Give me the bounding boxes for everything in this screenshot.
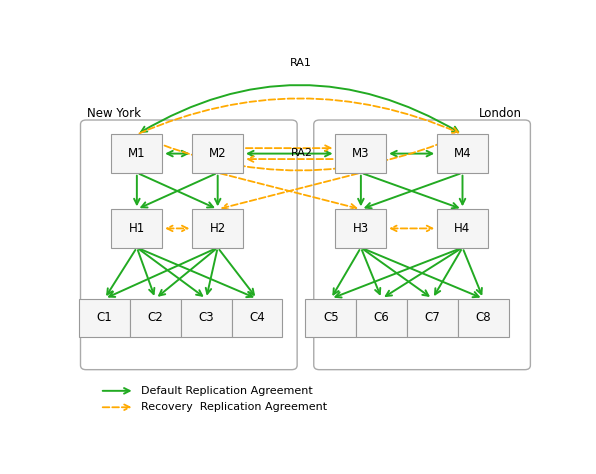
Text: C4: C4: [249, 311, 265, 324]
Text: C3: C3: [198, 311, 214, 324]
FancyBboxPatch shape: [111, 209, 162, 247]
Text: C5: C5: [323, 311, 339, 324]
Text: C7: C7: [424, 311, 440, 324]
Text: H4: H4: [454, 222, 471, 235]
Text: M1: M1: [128, 147, 145, 160]
Text: C6: C6: [374, 311, 390, 324]
FancyBboxPatch shape: [111, 135, 162, 173]
FancyBboxPatch shape: [407, 299, 458, 337]
FancyBboxPatch shape: [79, 299, 130, 337]
Text: M2: M2: [209, 147, 226, 160]
FancyBboxPatch shape: [193, 135, 243, 173]
FancyBboxPatch shape: [356, 299, 407, 337]
Text: New York: New York: [88, 108, 141, 120]
Text: H2: H2: [210, 222, 226, 235]
FancyBboxPatch shape: [458, 299, 508, 337]
Text: M4: M4: [454, 147, 471, 160]
Text: H1: H1: [129, 222, 145, 235]
FancyBboxPatch shape: [305, 299, 356, 337]
Text: C1: C1: [97, 311, 113, 324]
Text: C8: C8: [476, 311, 491, 324]
Text: H3: H3: [353, 222, 369, 235]
FancyBboxPatch shape: [231, 299, 283, 337]
FancyBboxPatch shape: [437, 135, 488, 173]
Text: RA2: RA2: [291, 147, 313, 157]
Text: Default Replication Agreement: Default Replication Agreement: [141, 386, 313, 396]
FancyBboxPatch shape: [437, 209, 488, 247]
FancyBboxPatch shape: [193, 209, 243, 247]
FancyBboxPatch shape: [336, 135, 386, 173]
FancyBboxPatch shape: [336, 209, 386, 247]
FancyBboxPatch shape: [181, 299, 231, 337]
FancyBboxPatch shape: [130, 299, 181, 337]
Text: London: London: [479, 108, 522, 120]
Text: RA1: RA1: [290, 58, 312, 68]
Text: Recovery  Replication Agreement: Recovery Replication Agreement: [141, 402, 328, 412]
Text: M3: M3: [352, 147, 370, 160]
Text: C2: C2: [147, 311, 163, 324]
